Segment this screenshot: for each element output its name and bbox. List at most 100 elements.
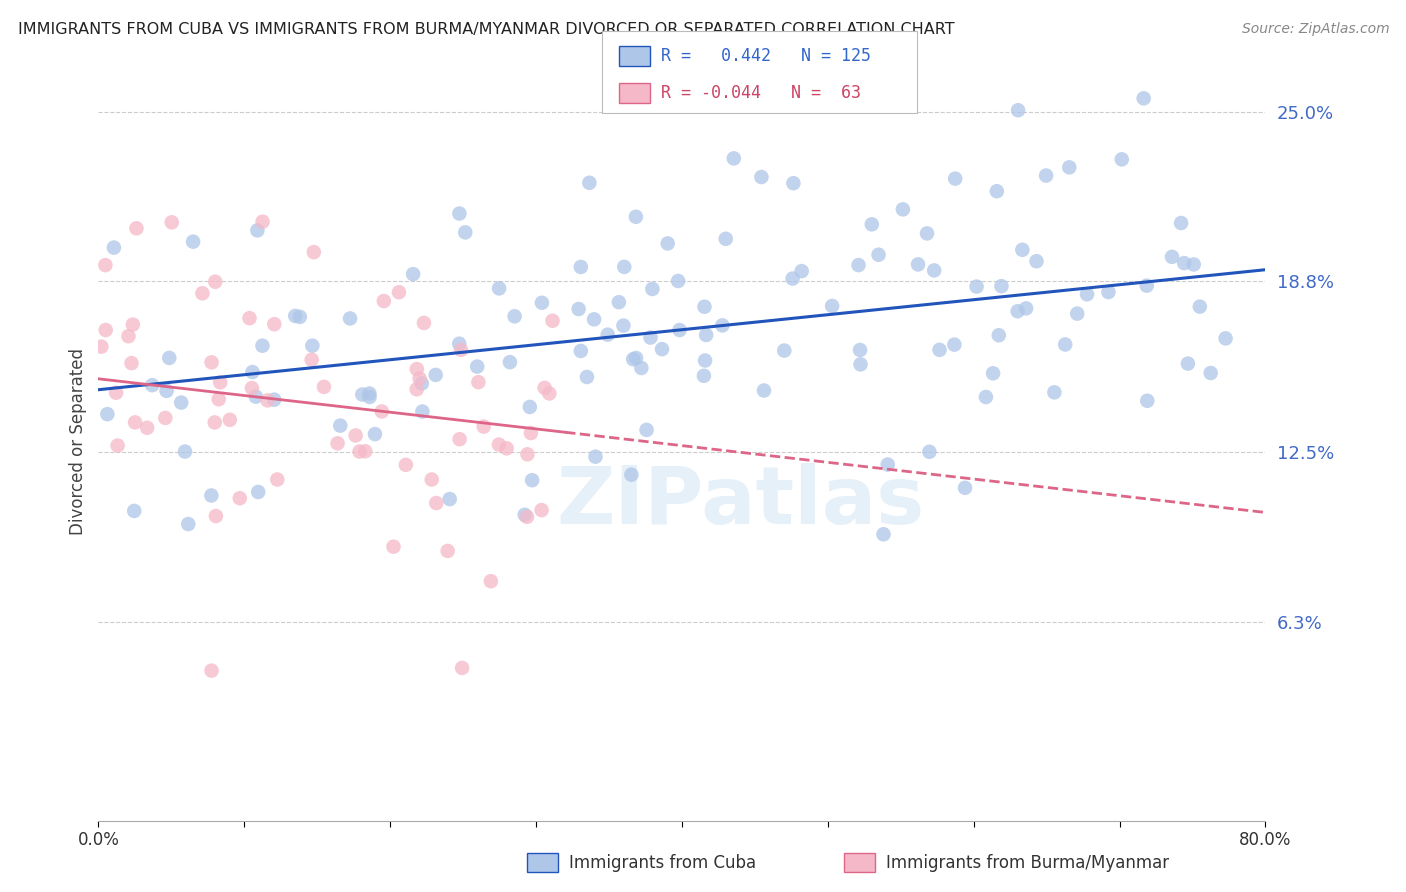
Point <box>752 384 775 398</box>
Point <box>157 351 180 365</box>
Point <box>503 310 526 324</box>
Point <box>117 329 139 343</box>
Point <box>620 467 643 482</box>
Point <box>872 527 894 541</box>
Point <box>922 263 945 277</box>
Point <box>693 353 716 368</box>
Point <box>585 450 607 464</box>
Point <box>520 473 543 487</box>
Point <box>1188 300 1211 314</box>
Point <box>530 295 553 310</box>
Point <box>439 491 461 506</box>
Point <box>657 236 679 251</box>
Point <box>326 436 349 450</box>
Point <box>636 423 658 437</box>
Point <box>1177 357 1199 371</box>
Point <box>141 378 163 392</box>
Point <box>312 380 335 394</box>
Point <box>371 404 394 418</box>
Point <box>520 425 543 440</box>
Point <box>208 392 231 407</box>
Point <box>200 355 222 369</box>
Point <box>349 444 371 458</box>
Point <box>352 387 374 401</box>
Point <box>402 267 425 281</box>
Point <box>449 206 471 220</box>
Point <box>583 312 606 326</box>
Point <box>578 176 600 190</box>
Point <box>723 152 745 166</box>
Point <box>849 343 872 357</box>
Point <box>624 351 647 365</box>
Point <box>405 362 427 376</box>
Point <box>1136 393 1159 408</box>
Point <box>1111 153 1133 167</box>
Point <box>541 314 564 328</box>
Point <box>204 275 226 289</box>
Point <box>121 318 143 332</box>
Point <box>247 485 270 500</box>
Point <box>479 574 502 589</box>
Point <box>568 301 591 316</box>
Point <box>449 336 471 351</box>
Y-axis label: Divorced or Separated: Divorced or Separated <box>69 348 87 535</box>
Point <box>170 395 193 409</box>
Point <box>1035 169 1057 183</box>
Point <box>953 481 976 495</box>
Point <box>451 661 474 675</box>
Point <box>1043 385 1066 400</box>
Point <box>987 328 1010 343</box>
Point <box>124 416 146 430</box>
Point <box>364 427 387 442</box>
Point <box>981 366 1004 380</box>
Point <box>668 323 690 337</box>
Text: Immigrants from Cuba: Immigrants from Cuba <box>569 855 756 872</box>
Point <box>449 432 471 446</box>
Point <box>621 352 644 367</box>
Point <box>782 271 804 285</box>
Text: IMMIGRANTS FROM CUBA VS IMMIGRANTS FROM BURMA/MYANMAR DIVORCED OR SEPARATED CORR: IMMIGRANTS FROM CUBA VS IMMIGRANTS FROM … <box>18 22 955 37</box>
Point <box>695 328 717 343</box>
Text: Immigrants from Burma/Myanmar: Immigrants from Burma/Myanmar <box>886 855 1168 872</box>
Point <box>624 210 647 224</box>
Point <box>246 223 269 237</box>
Point <box>420 473 443 487</box>
Point <box>666 274 689 288</box>
Point <box>651 342 673 356</box>
Point <box>181 235 204 249</box>
Point <box>1173 256 1195 270</box>
Point <box>943 337 966 351</box>
Point <box>329 418 352 433</box>
Point <box>1011 243 1033 257</box>
Point <box>868 248 890 262</box>
Point <box>714 232 737 246</box>
Point <box>773 343 796 358</box>
Point <box>174 444 197 458</box>
Point <box>472 419 495 434</box>
Point <box>90 340 112 354</box>
Point <box>516 509 538 524</box>
Point <box>467 375 489 389</box>
Point <box>630 361 652 376</box>
Point <box>301 352 323 367</box>
Point <box>252 339 274 353</box>
Point <box>160 215 183 229</box>
Point <box>575 370 598 384</box>
Point <box>986 184 1008 198</box>
Point <box>1007 304 1029 318</box>
Point <box>495 442 517 456</box>
Point <box>125 221 148 235</box>
Point <box>155 411 177 425</box>
Point <box>530 503 553 517</box>
Point <box>465 359 488 374</box>
Point <box>405 382 427 396</box>
Point <box>425 368 447 382</box>
Point <box>499 355 522 369</box>
Point <box>373 293 395 308</box>
Point <box>454 226 477 240</box>
Point <box>569 343 592 358</box>
Point <box>596 327 619 342</box>
Point <box>302 245 325 260</box>
Point <box>103 241 125 255</box>
Point <box>1132 91 1154 105</box>
